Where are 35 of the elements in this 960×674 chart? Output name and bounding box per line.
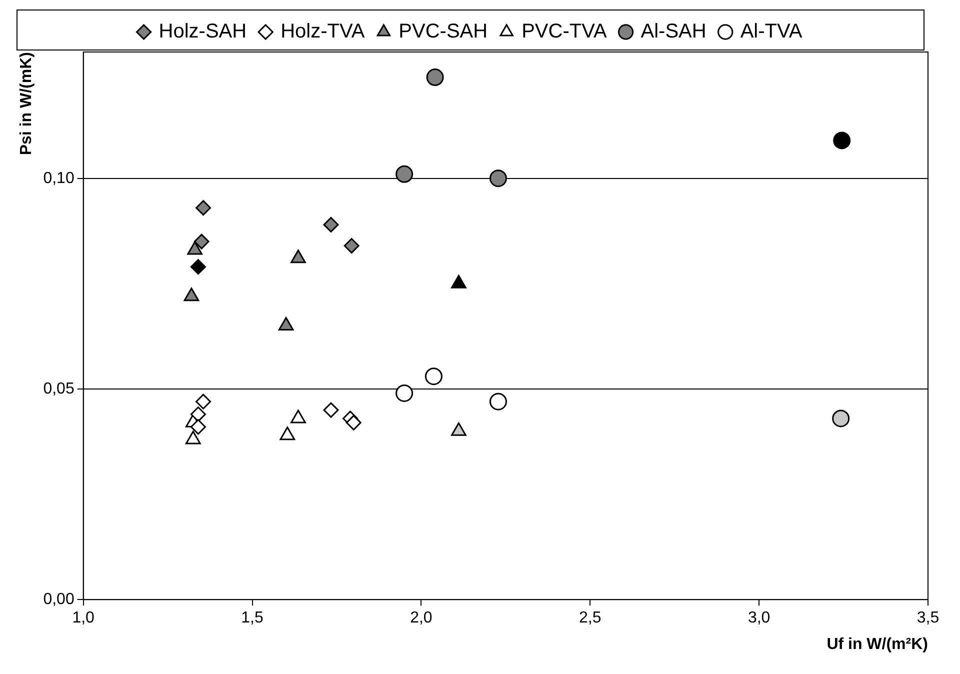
legend-label: PVC-TVA — [522, 20, 608, 43]
point — [196, 394, 212, 410]
x-axis-title: Uf in W/(m²K) — [826, 636, 928, 653]
point — [489, 170, 507, 188]
x-tick-label: 2,0 — [410, 610, 432, 627]
point — [194, 234, 210, 250]
point — [323, 216, 339, 232]
point — [396, 384, 414, 402]
x-tick-label: 2,5 — [579, 610, 602, 627]
point — [346, 414, 362, 430]
point — [424, 368, 442, 386]
point — [196, 200, 212, 216]
point — [190, 406, 206, 422]
y-axis-title: Psi in W/(mK) — [18, 52, 36, 156]
legend-label: Al-SAH — [640, 20, 706, 43]
point — [833, 132, 851, 150]
point — [344, 238, 360, 254]
point — [489, 392, 507, 410]
x-tick-label: 3,0 — [748, 610, 770, 627]
point — [396, 165, 414, 183]
legend-label: Holz-SAH — [158, 20, 247, 43]
x-tick-label: 3,5 — [916, 610, 940, 627]
y-tick-label: 0,05 — [43, 380, 74, 398]
legend-label: Al-TVA — [740, 20, 803, 43]
legend-label: Holz-TVA — [280, 20, 366, 43]
point — [323, 402, 339, 418]
y-tick-label: 0,00 — [43, 591, 74, 608]
point — [190, 259, 206, 275]
x-tick-label: 1,0 — [72, 610, 95, 627]
legend-label: PVC-SAH — [398, 20, 488, 43]
point — [190, 419, 206, 435]
point — [832, 410, 850, 428]
x-tick-label: 1,5 — [241, 610, 264, 627]
y-tick-label: 0,10 — [43, 170, 74, 187]
point — [426, 68, 444, 86]
